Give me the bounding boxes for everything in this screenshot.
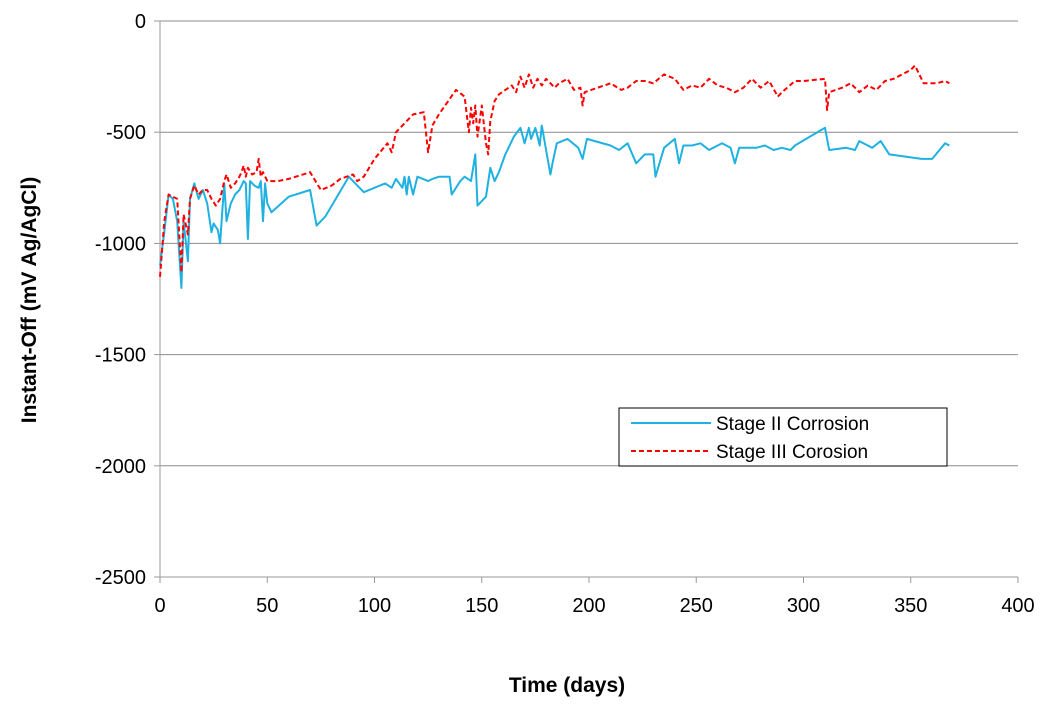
x-tick-label: 300	[787, 595, 820, 617]
y-tick-label: -1000	[95, 233, 146, 255]
gridlines	[160, 20, 1018, 467]
y-tick-label: 0	[135, 11, 146, 33]
legend: Stage II Corrosion Stage III Corosion	[618, 407, 948, 467]
series-line-stage-iii	[159, 64, 950, 277]
legend-box	[618, 407, 948, 467]
legend-label-stage-iii: Stage III Corosion	[716, 442, 868, 463]
x-tick-label: 350	[894, 595, 927, 617]
y-axis-title: Instant-Off (mV Ag/AgCl)	[18, 177, 41, 424]
y-tick-label: -500	[106, 122, 146, 144]
y-tick-label: -2000	[95, 456, 146, 478]
x-tick-label: 200	[572, 595, 605, 617]
y-tick-label: -2500	[95, 567, 146, 589]
x-tick-label: 400	[1001, 595, 1034, 617]
x-tick-label: 0	[154, 595, 165, 617]
y-axis-ticks: 0 -500 -1000 -1500 -2000 -2500	[95, 11, 160, 589]
x-axis-title: Time (days)	[509, 674, 625, 697]
x-tick-label: 150	[465, 595, 498, 617]
x-tick-label: 50	[256, 595, 278, 617]
series-layer	[159, 64, 950, 289]
x-axis-ticks: 0 50 100 150 200 250 300 350 400	[154, 577, 1035, 617]
series-line-stage-ii	[159, 124, 950, 289]
y-tick-label: -1500	[95, 345, 146, 367]
x-tick-label: 100	[358, 595, 391, 617]
x-tick-label: 250	[680, 595, 713, 617]
legend-label-stage-ii: Stage II Corrosion	[716, 414, 869, 435]
